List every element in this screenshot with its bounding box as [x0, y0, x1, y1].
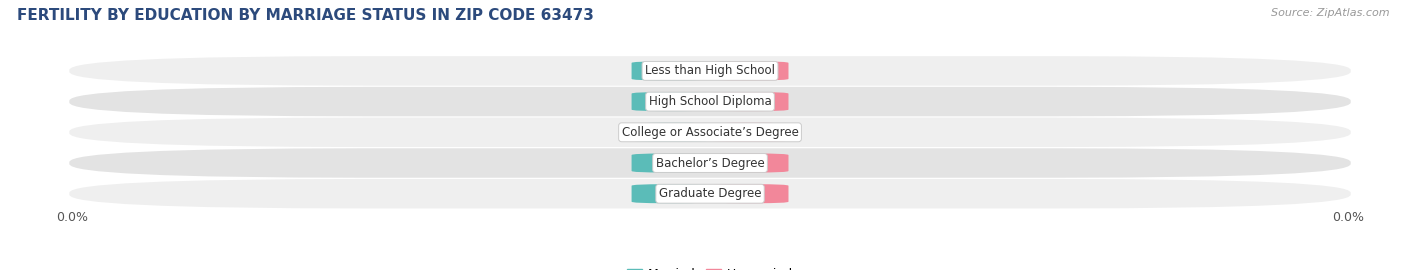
Text: 0.0%: 0.0%	[657, 158, 685, 168]
Text: 0.0%: 0.0%	[735, 97, 763, 107]
Text: 0.0%: 0.0%	[657, 97, 685, 107]
Text: 0.0%: 0.0%	[735, 127, 763, 137]
FancyBboxPatch shape	[631, 92, 710, 111]
FancyBboxPatch shape	[710, 61, 789, 80]
Text: 0.0%: 0.0%	[657, 189, 685, 199]
FancyBboxPatch shape	[631, 153, 710, 173]
Text: College or Associate’s Degree: College or Associate’s Degree	[621, 126, 799, 139]
Text: High School Diploma: High School Diploma	[648, 95, 772, 108]
FancyBboxPatch shape	[631, 123, 710, 142]
Text: Graduate Degree: Graduate Degree	[659, 187, 761, 200]
FancyBboxPatch shape	[631, 184, 710, 203]
Text: 0.0%: 0.0%	[657, 66, 685, 76]
Text: 0.0%: 0.0%	[56, 211, 89, 224]
Text: Less than High School: Less than High School	[645, 64, 775, 77]
Text: Bachelor’s Degree: Bachelor’s Degree	[655, 157, 765, 170]
Text: 0.0%: 0.0%	[735, 189, 763, 199]
Text: 0.0%: 0.0%	[735, 66, 763, 76]
FancyBboxPatch shape	[710, 184, 789, 203]
Legend: Married, Unmarried: Married, Unmarried	[621, 263, 799, 270]
Text: 0.0%: 0.0%	[657, 127, 685, 137]
FancyBboxPatch shape	[69, 148, 1351, 178]
FancyBboxPatch shape	[710, 123, 789, 142]
FancyBboxPatch shape	[69, 87, 1351, 116]
Text: FERTILITY BY EDUCATION BY MARRIAGE STATUS IN ZIP CODE 63473: FERTILITY BY EDUCATION BY MARRIAGE STATU…	[17, 8, 593, 23]
Text: 0.0%: 0.0%	[1331, 211, 1364, 224]
Text: Source: ZipAtlas.com: Source: ZipAtlas.com	[1271, 8, 1389, 18]
FancyBboxPatch shape	[69, 117, 1351, 147]
FancyBboxPatch shape	[631, 61, 710, 80]
Text: 0.0%: 0.0%	[735, 158, 763, 168]
FancyBboxPatch shape	[710, 92, 789, 111]
FancyBboxPatch shape	[69, 56, 1351, 86]
FancyBboxPatch shape	[69, 179, 1351, 208]
FancyBboxPatch shape	[710, 153, 789, 173]
